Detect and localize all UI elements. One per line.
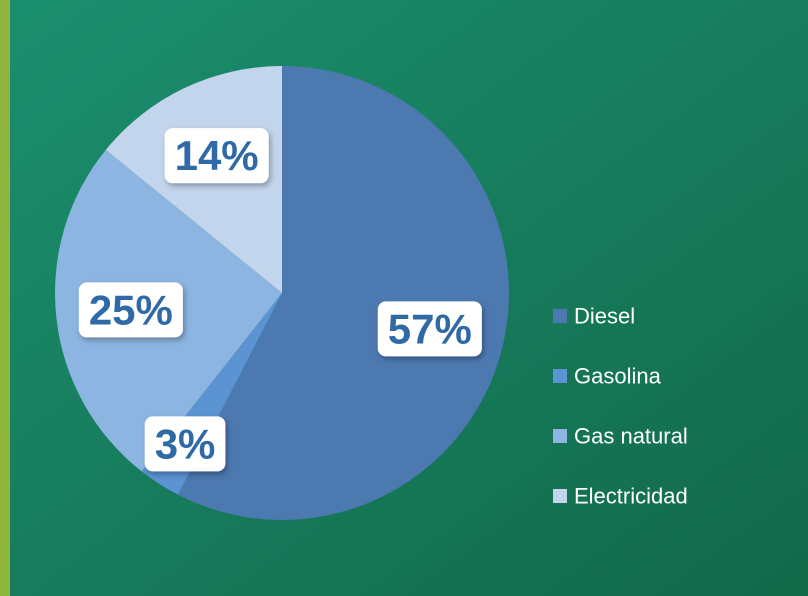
pie-slice (177, 66, 509, 521)
value-label-box (144, 416, 226, 472)
legend-swatch (553, 309, 567, 323)
legend-label: Diesel (574, 304, 635, 329)
value-label-box (377, 301, 482, 357)
value-label-box (164, 128, 269, 184)
value-label-box (78, 282, 183, 338)
accent-strip (0, 0, 10, 596)
legend: Diesel Gasolina Gas natural Electricidad (553, 304, 688, 509)
value-label: 25% (78, 282, 183, 338)
legend-swatch (553, 369, 567, 383)
legend-label: Electricidad (574, 484, 688, 509)
value-label: 14% (164, 128, 269, 184)
value-label-text: 25% (89, 286, 173, 333)
value-label: 57% (377, 301, 482, 357)
value-label-text: 57% (388, 305, 472, 352)
value-label-text: 14% (175, 132, 259, 179)
legend-label: Gasolina (574, 364, 662, 389)
legend-swatch (553, 489, 567, 503)
legend-label: Gas natural (574, 424, 688, 449)
value-label: 3% (144, 416, 226, 472)
legend-swatch (553, 429, 567, 443)
value-label-text: 3% (155, 420, 216, 467)
value-labels: 57% 3% 25% 14% (78, 128, 482, 472)
